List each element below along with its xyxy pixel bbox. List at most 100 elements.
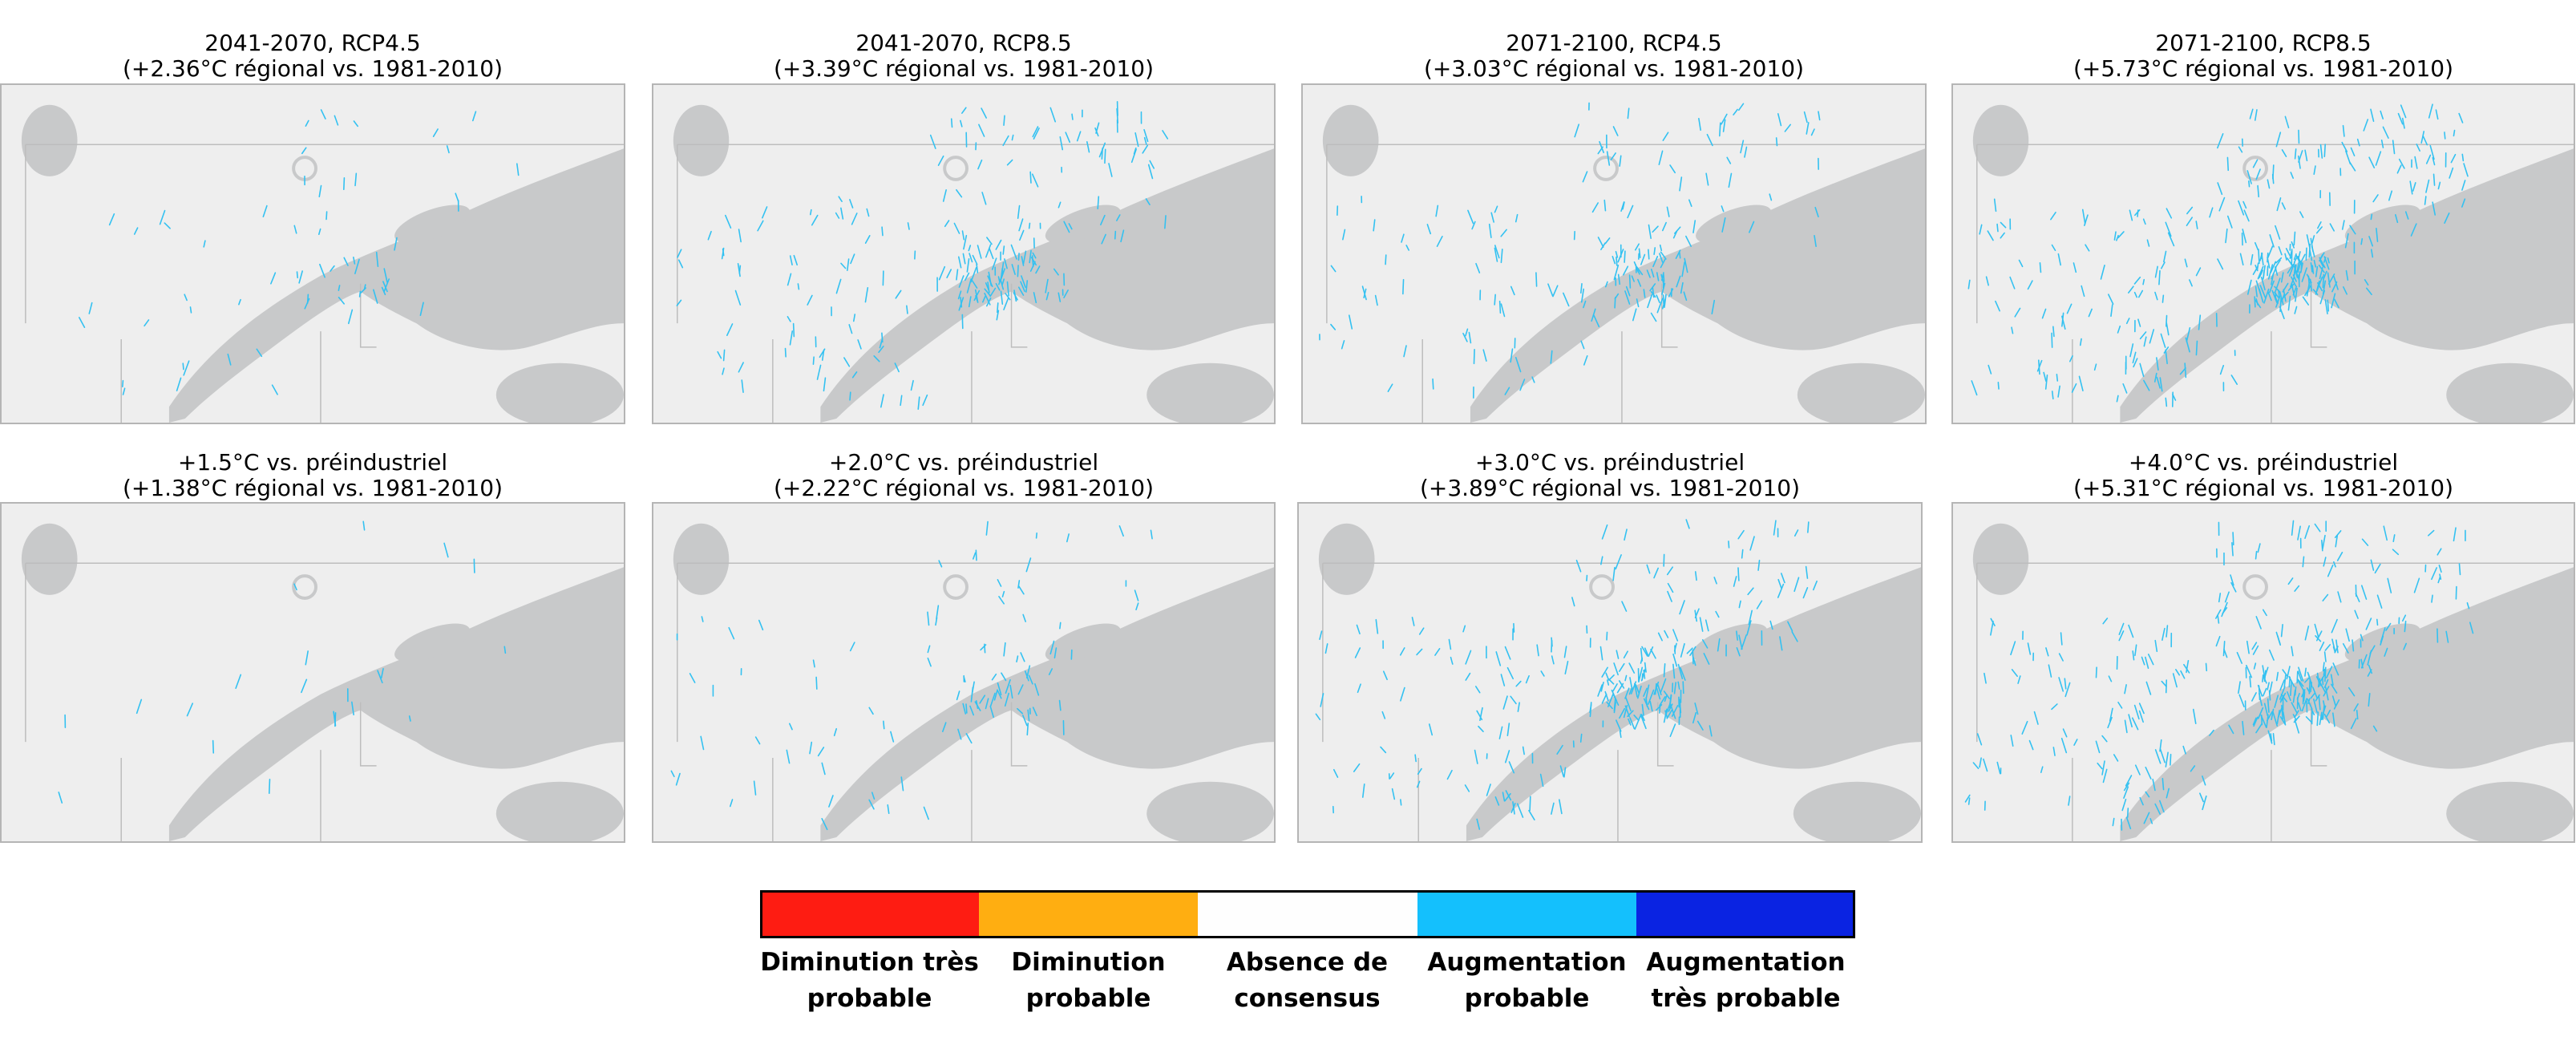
river-segment bbox=[1632, 308, 1637, 322]
river-segment bbox=[807, 294, 813, 306]
river-segment bbox=[2398, 158, 2405, 169]
river-segment bbox=[2056, 373, 2059, 382]
river-segment bbox=[1143, 128, 1149, 143]
river-segment bbox=[2071, 383, 2077, 393]
southeast-water bbox=[1146, 362, 1274, 423]
river-segment bbox=[2294, 148, 2297, 160]
river-segment bbox=[1600, 556, 1603, 565]
river-segment bbox=[2238, 681, 2241, 695]
river-segment bbox=[1342, 229, 1346, 241]
river-segment bbox=[2332, 646, 2336, 654]
river-segment bbox=[1018, 585, 1025, 595]
river-segment bbox=[835, 278, 842, 294]
river-segment bbox=[2153, 372, 2157, 383]
river-segment bbox=[984, 292, 991, 306]
river-segment bbox=[762, 206, 768, 219]
river-segment bbox=[2327, 257, 2330, 264]
river-segment bbox=[2192, 708, 2197, 724]
bay-water bbox=[673, 523, 730, 595]
southeast-water bbox=[2446, 781, 2574, 841]
river-segment bbox=[797, 283, 800, 290]
river-segment bbox=[1559, 765, 1564, 777]
river-segment bbox=[2331, 618, 2338, 634]
map-frame bbox=[652, 502, 1276, 843]
river-segment bbox=[2259, 288, 2264, 303]
river-segment bbox=[1053, 268, 1059, 276]
river-segment bbox=[2431, 567, 2438, 581]
bay-water bbox=[21, 523, 78, 595]
river-segment bbox=[1659, 244, 1663, 252]
river-segment bbox=[1059, 622, 1062, 630]
river-segment bbox=[2159, 748, 2166, 763]
river-segment bbox=[2313, 259, 2317, 268]
river-segment bbox=[1508, 761, 1515, 774]
river-segment bbox=[2332, 662, 2339, 676]
panel-title: 2041-2070, RCP8.5 (+3.39°C régional vs. … bbox=[652, 30, 1276, 82]
river-segment bbox=[1516, 803, 1524, 818]
panel-title-line2: (+2.36°C régional vs. 1981-2010) bbox=[122, 55, 503, 82]
river-segment bbox=[906, 305, 908, 314]
river-segment bbox=[2319, 144, 2323, 159]
river-segment bbox=[1049, 107, 1057, 123]
river-segment bbox=[1094, 127, 1099, 137]
river-segment bbox=[2062, 728, 2068, 738]
river-segment bbox=[1987, 230, 1994, 241]
river-segment bbox=[1633, 261, 1640, 275]
legend-swatch bbox=[1198, 890, 1417, 938]
river-segment bbox=[1660, 257, 1667, 269]
river-segment bbox=[1744, 146, 1748, 158]
river-segment bbox=[1649, 700, 1653, 712]
river-segment bbox=[2343, 286, 2348, 295]
panel-title-line1: 2071-2100, RCP4.5 bbox=[1506, 30, 1722, 56]
river-segment bbox=[971, 280, 978, 289]
river-segment bbox=[2425, 179, 2430, 193]
river-segment bbox=[2319, 642, 2325, 651]
river-segment bbox=[850, 253, 855, 265]
river-segment bbox=[1510, 695, 1517, 705]
river-segment bbox=[1728, 172, 1733, 188]
river-segment bbox=[2170, 753, 2172, 766]
river-segment bbox=[1667, 582, 1674, 593]
river-segment bbox=[182, 362, 184, 371]
river-segment bbox=[1057, 201, 1062, 209]
river-segment bbox=[1556, 744, 1563, 755]
river-segment bbox=[1033, 292, 1037, 304]
river-segment bbox=[2051, 244, 2056, 252]
river-segment bbox=[1713, 577, 1717, 585]
river-segment bbox=[2331, 293, 2336, 309]
river-segment bbox=[1104, 148, 1106, 164]
river-segment bbox=[2172, 393, 2177, 401]
river-segment bbox=[2323, 678, 2329, 688]
bay-water bbox=[1322, 104, 1379, 176]
river-segment bbox=[1486, 784, 1491, 796]
river-segment bbox=[1740, 140, 1745, 154]
river-segment bbox=[1017, 265, 1019, 277]
river-segment bbox=[792, 322, 795, 338]
river-segment bbox=[2291, 241, 2295, 249]
river-segment bbox=[1653, 567, 1659, 579]
panel-title-line2: (+5.31°C régional vs. 1981-2010) bbox=[2073, 475, 2454, 501]
river-segment bbox=[2014, 307, 2021, 318]
river-segment bbox=[1624, 674, 1628, 682]
river-segment bbox=[1663, 708, 1668, 723]
river-segment bbox=[2230, 574, 2234, 586]
river-segment bbox=[381, 286, 386, 296]
river-segment bbox=[2060, 632, 2063, 646]
river-segment bbox=[2033, 711, 2039, 725]
gulf-water bbox=[168, 567, 624, 841]
river-segment bbox=[2051, 703, 2058, 711]
river-segment bbox=[1147, 164, 1154, 180]
river-segment bbox=[2352, 639, 2355, 652]
river-segment bbox=[1627, 205, 1634, 219]
river-segment bbox=[957, 290, 962, 300]
reservoir bbox=[943, 574, 969, 600]
river-segment bbox=[1510, 348, 1514, 363]
river-segment bbox=[2311, 235, 2315, 244]
river-segment bbox=[1032, 126, 1039, 138]
river-segment bbox=[2242, 720, 2245, 735]
river-segment bbox=[910, 379, 914, 391]
river-segment bbox=[2064, 682, 2071, 698]
river-segment bbox=[989, 287, 997, 298]
river-segment bbox=[2287, 295, 2291, 311]
river-segment bbox=[2010, 641, 2016, 656]
